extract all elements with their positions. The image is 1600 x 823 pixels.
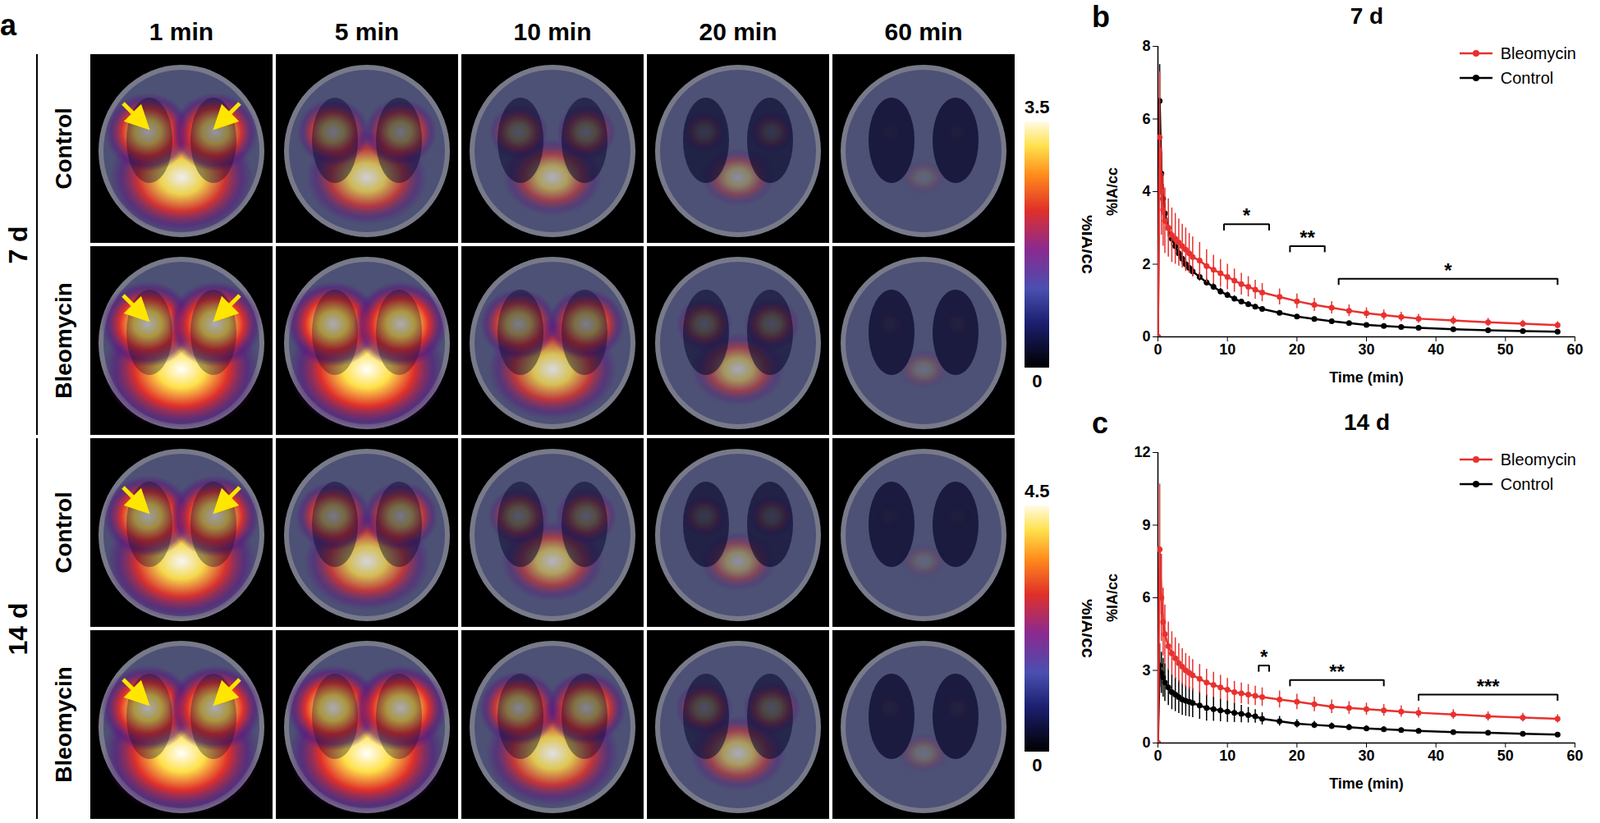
html-text:Bleomycin: Bleomycin bbox=[50, 282, 77, 399]
html-text:4.5: 4.5 bbox=[1024, 481, 1050, 502]
html-text:7 d: 7 d bbox=[1350, 3, 1384, 29]
svg-text:40: 40 bbox=[1427, 341, 1445, 358]
html-text:14 d: 14 d bbox=[2, 602, 33, 656]
html-text:Control: Control bbox=[1500, 68, 1554, 87]
html-text:1 min: 1 min bbox=[149, 18, 214, 46]
html-text:Control: Control bbox=[50, 491, 77, 574]
html-text:3.5: 3.5 bbox=[1024, 96, 1050, 118]
svg-text:60: 60 bbox=[1566, 747, 1583, 765]
svg-text:4: 4 bbox=[1141, 183, 1151, 200]
svg-text:20: 20 bbox=[1288, 747, 1306, 765]
html-text:60 min: 60 min bbox=[884, 18, 963, 46]
svg-text:50: 50 bbox=[1497, 747, 1514, 765]
svg-text:%IA/cc: %IA/cc bbox=[1104, 573, 1121, 623]
html-text:Bleomycin: Bleomycin bbox=[1500, 450, 1577, 469]
svg-text:10: 10 bbox=[1219, 747, 1236, 765]
svg-text:6: 6 bbox=[1141, 110, 1151, 128]
html-text:14 d: 14 d bbox=[1343, 409, 1390, 436]
html-text:7 d: 7 d bbox=[2, 225, 33, 264]
html-text:10 min: 10 min bbox=[513, 18, 592, 46]
svg-text:*: * bbox=[1242, 204, 1252, 227]
html-text:5 min: 5 min bbox=[334, 18, 400, 46]
html-text:20 min: 20 min bbox=[699, 18, 778, 46]
svg-text:30: 30 bbox=[1357, 747, 1375, 765]
svg-text:0: 0 bbox=[1141, 328, 1151, 345]
svg-text:%IA/cc: %IA/cc bbox=[1104, 167, 1121, 216]
svg-text:Time (min): Time (min) bbox=[1329, 775, 1404, 793]
html-text:b: b bbox=[1091, 0, 1110, 34]
html-text:a: a bbox=[0, 8, 17, 42]
html-text:%IA/cc: %IA/cc bbox=[1077, 215, 1099, 275]
svg-text:6: 6 bbox=[1141, 589, 1151, 606]
html-text:Bleomycin: Bleomycin bbox=[1500, 43, 1577, 62]
html-text:c: c bbox=[1091, 406, 1109, 441]
svg-text:Time (min): Time (min) bbox=[1329, 369, 1404, 386]
svg-text:**: ** bbox=[1329, 660, 1345, 684]
svg-text:0: 0 bbox=[1153, 341, 1162, 358]
svg-text:0: 0 bbox=[1153, 747, 1162, 765]
svg-text:12: 12 bbox=[1133, 444, 1151, 461]
svg-text:10: 10 bbox=[1219, 341, 1236, 358]
html-text:Control: Control bbox=[50, 107, 77, 190]
svg-text:40: 40 bbox=[1427, 747, 1445, 765]
html-text:Control: Control bbox=[1500, 474, 1554, 493]
svg-text:9: 9 bbox=[1141, 517, 1151, 534]
svg-text:50: 50 bbox=[1497, 341, 1514, 358]
html-text:0: 0 bbox=[1032, 371, 1043, 392]
svg-text:30: 30 bbox=[1357, 341, 1375, 358]
svg-text:2: 2 bbox=[1141, 256, 1151, 273]
svg-text:60: 60 bbox=[1566, 341, 1583, 358]
svg-text:0: 0 bbox=[1141, 734, 1151, 752]
svg-text:**: ** bbox=[1299, 226, 1316, 249]
svg-text:***: *** bbox=[1476, 675, 1501, 698]
svg-text:8: 8 bbox=[1141, 37, 1151, 55]
svg-text:*: * bbox=[1444, 259, 1453, 282]
svg-text:20: 20 bbox=[1288, 341, 1306, 358]
html-text:0: 0 bbox=[1032, 755, 1043, 776]
svg-text:*: * bbox=[1260, 646, 1269, 669]
html-text:Bleomycin: Bleomycin bbox=[50, 666, 77, 784]
svg-text:3: 3 bbox=[1141, 662, 1151, 679]
html-text:%IA/cc: %IA/cc bbox=[1077, 599, 1099, 659]
